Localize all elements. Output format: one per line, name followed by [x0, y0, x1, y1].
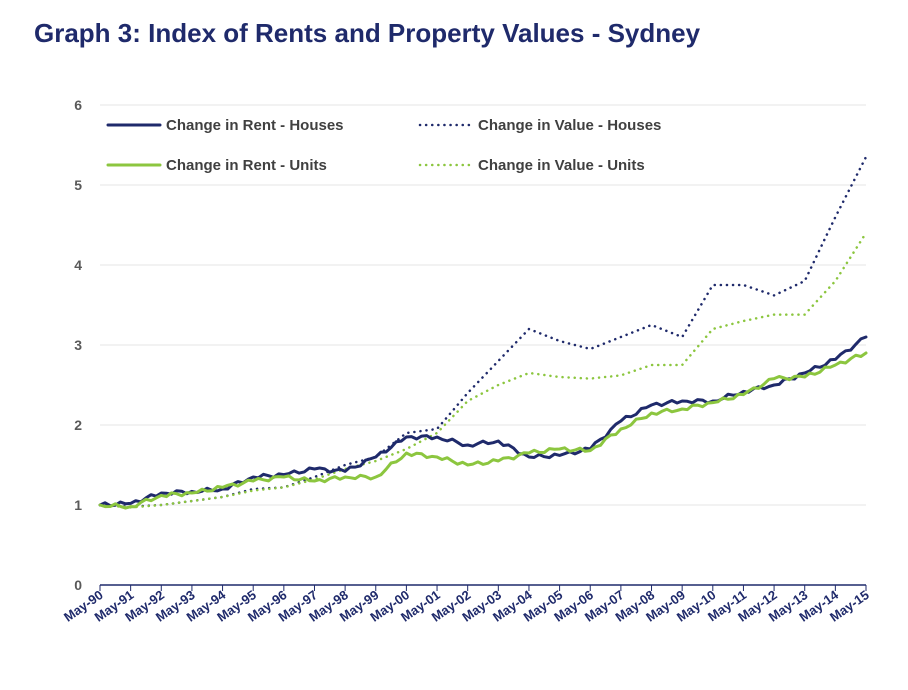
series-line-change-in-rent-houses [98, 335, 868, 508]
series-line-change-in-rent-units [98, 351, 868, 510]
y-tick-label: 1 [74, 497, 82, 513]
y-axis-ticks: 0 1 2 3 4 5 6 [74, 97, 82, 593]
series-line-change-in-value-units [98, 231, 868, 509]
legend-label: Change in Value - Houses [478, 117, 661, 134]
y-tick-label: 2 [74, 417, 82, 433]
y-tick-label: 0 [74, 577, 82, 593]
x-axis: May-90May-91May-92May-93May-94May-95May-… [61, 584, 872, 625]
series-line-change-in-value-houses [98, 155, 868, 508]
legend-label: Change in Rent - Houses [166, 117, 344, 134]
y-tick-label: 4 [74, 257, 82, 273]
chart-title: Graph 3: Index of Rents and Property Val… [34, 18, 701, 48]
gridlines [100, 104, 866, 506]
series-lines [98, 155, 868, 510]
y-tick-label: 6 [74, 97, 82, 113]
legend-label: Change in Value - Units [478, 157, 645, 174]
legend: Change in Rent - Houses Change in Value -… [106, 117, 661, 174]
legend-label: Change in Rent - Units [166, 157, 327, 174]
y-tick-label: 3 [74, 337, 82, 353]
y-tick-label: 5 [74, 177, 82, 193]
